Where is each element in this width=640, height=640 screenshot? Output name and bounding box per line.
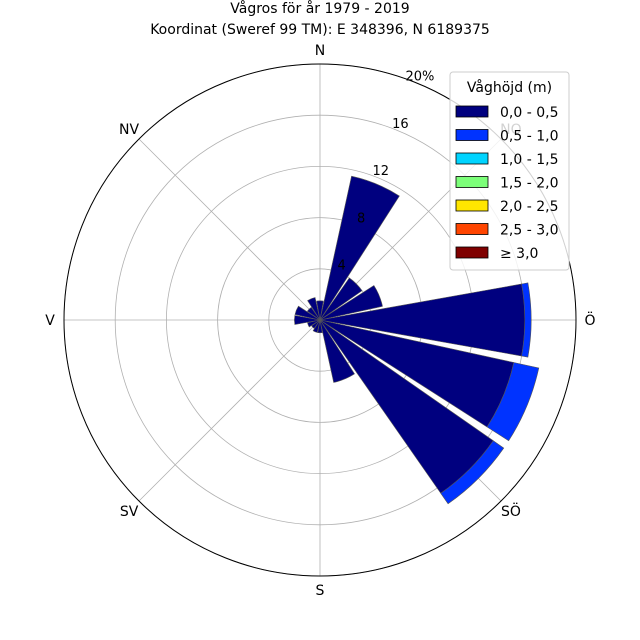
legend-label-6: ≥ 3,0 bbox=[500, 246, 538, 262]
direction-label-6: V bbox=[45, 313, 55, 329]
legend-label-0: 0,0 - 0,5 bbox=[500, 105, 558, 121]
legend-swatch-0 bbox=[455, 105, 489, 118]
legend-title: Våghöjd (m) bbox=[467, 79, 552, 96]
chart-title: Vågros för år 1979 - 2019 bbox=[230, 0, 409, 17]
petal-3-bin-0 bbox=[319, 285, 383, 321]
petal-11-bin-0 bbox=[307, 319, 321, 328]
direction-label-2: Ö bbox=[584, 311, 595, 329]
legend-swatch-1 bbox=[455, 129, 489, 141]
petal-10-bin-0 bbox=[311, 319, 321, 329]
outer-frame bbox=[63, 63, 577, 577]
petals bbox=[294, 175, 540, 505]
direction-axis-7 bbox=[138, 138, 321, 321]
radial-tick-label-2: 12 bbox=[373, 164, 390, 179]
petal-7-bin-0 bbox=[319, 319, 355, 383]
petal-2-bin-0 bbox=[319, 277, 363, 321]
legend-swatch-5 bbox=[455, 223, 489, 235]
legend: Våghöjd (m) 0,0 - 0,5 0,5 - 1,0 1,0 - 1,5 1,… bbox=[449, 71, 570, 271]
petal-6-bin-1 bbox=[440, 440, 505, 505]
radial-tick-label-0: 4 bbox=[337, 259, 345, 274]
legend-label-2: 1,0 - 1,5 bbox=[500, 152, 558, 168]
direction-label-4: S bbox=[316, 583, 325, 599]
petal-12-bin-0 bbox=[294, 315, 321, 325]
legend-label-4: 2,0 - 2,5 bbox=[500, 199, 558, 215]
legend-label-5: 2,5 - 3,0 bbox=[500, 223, 558, 239]
legend-swatch-6 bbox=[455, 246, 489, 259]
petal-1-bin-0 bbox=[319, 175, 400, 321]
legend-box bbox=[449, 71, 570, 271]
petal-8-bin-0 bbox=[317, 319, 323, 334]
petal-4-bin-1 bbox=[521, 282, 532, 358]
radial-tick-label-3: 16 bbox=[392, 117, 409, 132]
radial-tick-label-4: 20% bbox=[406, 69, 435, 84]
direction-label-7: NV bbox=[119, 122, 139, 138]
petal-13-bin-0 bbox=[294, 305, 321, 321]
petal-5-bin-1 bbox=[486, 362, 540, 442]
petal-0-bin-0 bbox=[316, 300, 324, 321]
direction-axis-5 bbox=[138, 319, 321, 502]
direction-label-5: SV bbox=[120, 504, 139, 520]
direction-label-0: N bbox=[315, 43, 325, 59]
petal-15-bin-0 bbox=[307, 297, 321, 321]
petal-9-bin-0 bbox=[312, 319, 321, 333]
legend-label-1: 0,5 - 1,0 bbox=[500, 129, 558, 145]
legend-swatch-3 bbox=[455, 176, 489, 188]
legend-swatch-4 bbox=[455, 199, 489, 212]
chart-subtitle: Koordinat (Sweref 99 TM): E 348396, N 61… bbox=[150, 22, 490, 38]
radial-tick-label-1: 8 bbox=[357, 211, 365, 226]
legend-label-3: 1,5 - 2,0 bbox=[500, 176, 558, 192]
petal-14-bin-0 bbox=[306, 306, 321, 321]
legend-swatch-2 bbox=[455, 152, 489, 165]
direction-label-3: SÖ bbox=[501, 502, 521, 520]
